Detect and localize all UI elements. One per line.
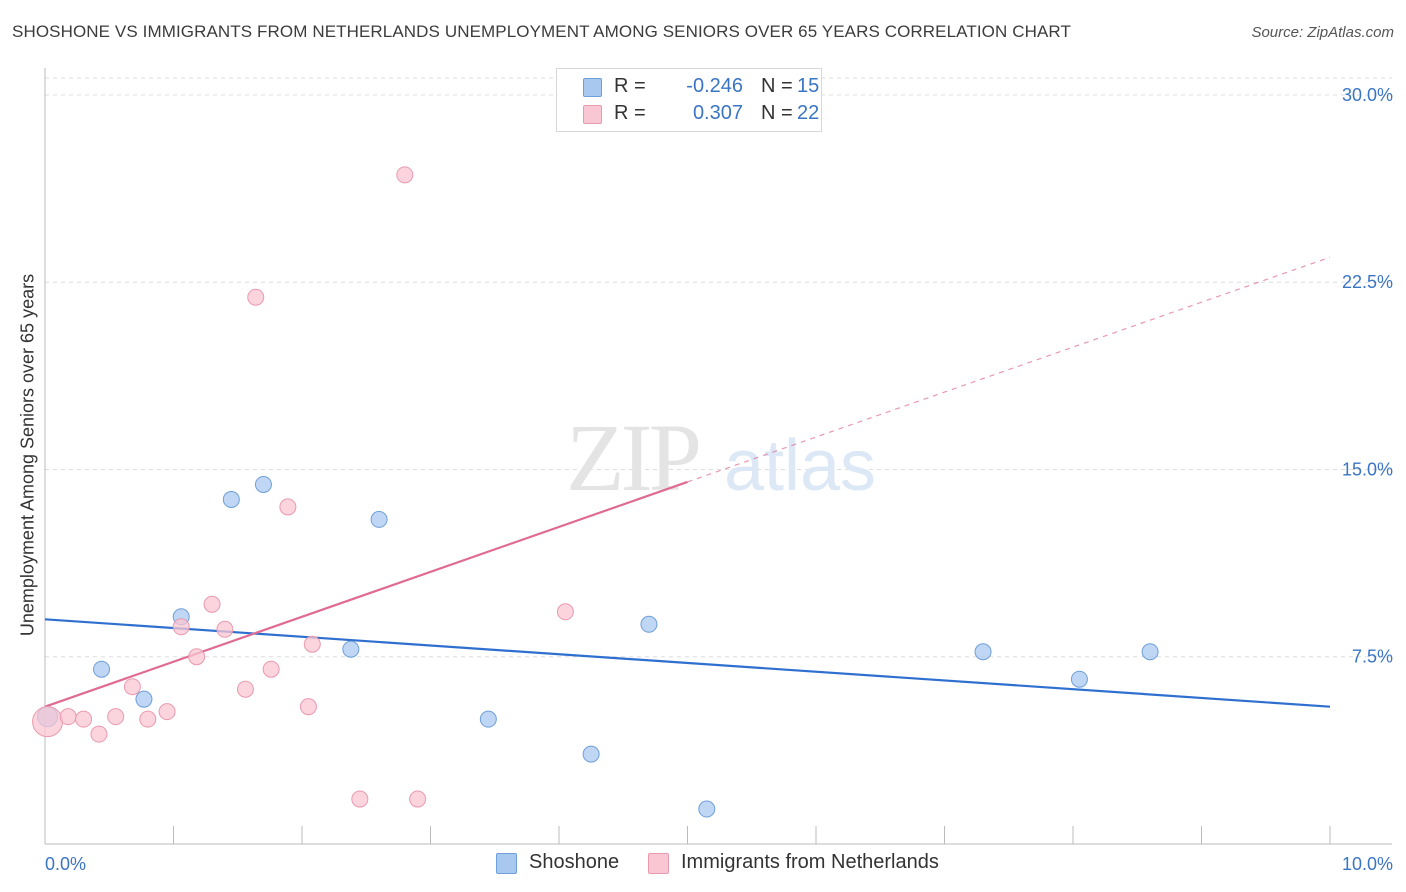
netherlands-point xyxy=(107,708,125,726)
x-tick-label: 0.0% xyxy=(45,854,86,874)
netherlands-point xyxy=(123,678,141,696)
y-axis-title: Unemployment Among Seniors over 65 years xyxy=(17,273,38,637)
y-tick-label: 15.0% xyxy=(1342,459,1393,479)
netherlands-point xyxy=(90,725,108,743)
netherlands-point xyxy=(279,498,297,516)
shoshone-point xyxy=(479,710,497,728)
shoshone-point xyxy=(254,475,272,493)
legend-r-label: R = xyxy=(614,102,646,124)
legend-r-value: 0.307 xyxy=(692,102,743,124)
legend: R = -0.246 N = 15 R = 0.307 N = 22 xyxy=(556,68,822,132)
bottom-legend-swatch-shoshone xyxy=(496,853,517,874)
shoshone-point xyxy=(93,660,111,678)
netherlands-point xyxy=(262,660,280,678)
shoshone-point xyxy=(135,690,153,708)
netherlands-point xyxy=(351,790,369,808)
trend-line-1 xyxy=(44,480,688,708)
bottom-legend-label-netherlands: Immigrants from Netherlands xyxy=(681,851,939,873)
netherlands-point xyxy=(139,710,157,728)
netherlands-point xyxy=(247,288,265,306)
netherlands-point xyxy=(188,648,206,666)
legend-n-value: 22 xyxy=(797,102,820,124)
legend-n-value: 15 xyxy=(797,75,820,97)
watermark-zip: ZIP xyxy=(566,404,699,511)
chart-title: SHOSHONE VS IMMIGRANTS FROM NETHERLANDS … xyxy=(12,22,1071,41)
chart-source: Source: ZipAtlas.com xyxy=(1251,24,1394,41)
shoshone-point xyxy=(974,643,992,661)
trend-line-0 xyxy=(44,618,1331,708)
legend-swatch-netherlands xyxy=(583,105,602,124)
shoshone-point xyxy=(640,615,658,633)
legend-swatch-shoshone xyxy=(583,78,602,97)
netherlands-point xyxy=(303,635,321,653)
netherlands-point xyxy=(158,703,176,721)
shoshone-point xyxy=(1070,670,1088,688)
shoshone-point xyxy=(582,745,600,763)
y-tick-label: 22.5% xyxy=(1342,272,1393,292)
trend-lines xyxy=(44,256,1331,708)
legend-n-label: N = xyxy=(761,75,793,97)
netherlands-point xyxy=(409,790,427,808)
shoshone-point xyxy=(342,640,360,658)
shoshone-point xyxy=(222,490,240,508)
shoshone-point xyxy=(370,510,388,528)
legend-r-label: R = xyxy=(614,75,646,97)
shoshone-point xyxy=(1141,643,1159,661)
watermark-atlas: atlas xyxy=(724,426,876,506)
y-tick-label: 30.0% xyxy=(1342,85,1393,105)
netherlands-point xyxy=(236,680,254,698)
netherlands-point xyxy=(299,698,317,716)
legend-n-label: N = xyxy=(761,102,793,124)
bottom-legend-swatch-netherlands xyxy=(648,853,669,874)
netherlands-point xyxy=(396,166,414,184)
shoshone-point xyxy=(698,800,716,818)
netherlands-point xyxy=(172,618,190,636)
data-points xyxy=(32,166,1159,818)
y-tick-label: 7.5% xyxy=(1352,647,1393,667)
netherlands-point xyxy=(75,710,93,728)
watermark: ZIP atlas xyxy=(566,404,876,511)
netherlands-point xyxy=(32,706,64,738)
legend-r-value: -0.246 xyxy=(686,75,743,97)
netherlands-point xyxy=(59,708,77,726)
axes xyxy=(44,68,1392,845)
x-tick-label: 10.0% xyxy=(1342,854,1393,874)
netherlands-point xyxy=(216,620,234,638)
trend-extension-1 xyxy=(687,256,1331,483)
netherlands-point xyxy=(556,603,574,621)
netherlands-point xyxy=(203,595,221,613)
tick-labels: 7.5% 15.0% 22.5% 30.0% 0.0% 10.0% xyxy=(45,85,1393,874)
bottom-legend-label-shoshone: Shoshone xyxy=(529,851,620,873)
gridlines xyxy=(45,77,1392,658)
